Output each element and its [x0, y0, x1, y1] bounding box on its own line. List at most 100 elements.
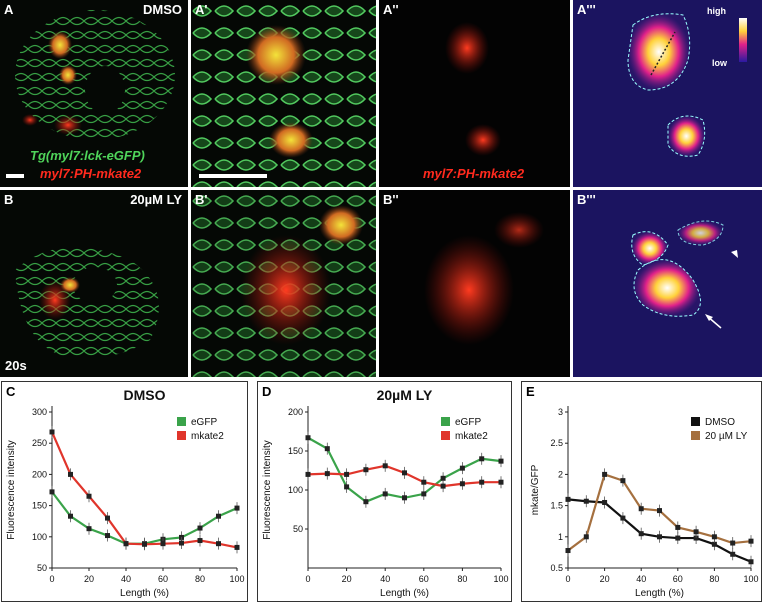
data-point	[440, 483, 446, 489]
panel-a: A DMSO Tg(myl7:lck-eGFP) myl7:PH-mkate2	[0, 0, 188, 187]
y-tick-label: 1	[558, 532, 563, 542]
panel-b-prime-image	[191, 190, 376, 377]
data-point	[216, 541, 221, 547]
data-point	[675, 524, 681, 530]
data-point	[620, 478, 626, 484]
data-point	[602, 471, 608, 477]
panel-b-image	[15, 247, 159, 358]
chart-c-box: DMSO 0 20 40 60 80 100 50 100 150 200 250 300 Length …	[1, 381, 248, 602]
data-point	[344, 471, 350, 477]
data-point	[620, 515, 626, 521]
x-tick-label: 100	[743, 574, 758, 584]
data-point	[68, 513, 73, 519]
x-axis-label: Length (%)	[120, 588, 169, 599]
panel-b-prime: B'	[191, 190, 376, 377]
y-tick-label: 150	[288, 446, 303, 456]
x-tick-label: 40	[636, 574, 646, 584]
panel-a-triple-prime: A''' high low	[573, 0, 762, 187]
y-tick-label: 200	[32, 469, 47, 479]
treatment-label: 20µM LY	[130, 192, 182, 207]
y-tick-label: 300	[32, 407, 47, 417]
chart-d: 20µM LY 0 20 40 60 80 100 50 100 150 200 Length (%)…	[262, 387, 509, 599]
data-point	[105, 515, 110, 521]
legend-label: mkate2	[455, 431, 488, 442]
data-point	[730, 540, 736, 546]
y-tick-label: 1.5	[550, 501, 563, 511]
data-point	[142, 541, 147, 547]
chart-d-box: 20µM LY 0 20 40 60 80 100 50 100 150 200 Length (%)…	[257, 381, 512, 602]
data-point	[730, 551, 736, 557]
legend-swatch	[691, 417, 700, 426]
data-point	[638, 506, 644, 512]
chart-e: 0 20 40 60 80 100 0.5 1 1.5 2 2.5 3 Length (%) mkate/…	[530, 406, 759, 599]
data-point	[602, 499, 608, 505]
legend-label: eGFP	[455, 417, 481, 428]
data-point	[305, 471, 311, 477]
data-point	[123, 541, 129, 547]
panel-label: B	[4, 192, 14, 207]
data-point	[565, 548, 571, 554]
y-tick-label: 200	[288, 407, 303, 417]
legend-swatch	[441, 417, 450, 426]
data-point	[234, 544, 240, 550]
x-tick-label: 0	[305, 574, 310, 584]
panel-label: A''	[383, 2, 399, 17]
y-tick-label: 100	[288, 485, 303, 495]
x-tick-label: 20	[84, 574, 94, 584]
panel-label-c: C	[6, 384, 16, 399]
x-tick-label: 60	[419, 574, 429, 584]
x-tick-label: 100	[493, 574, 508, 584]
data-point	[197, 525, 203, 531]
chart-e-box: 0 20 40 60 80 100 0.5 1 1.5 2 2.5 3 Length (%) mkate/…	[521, 381, 762, 602]
data-point	[657, 534, 662, 540]
panel-label-d: D	[262, 384, 272, 399]
panel-label: A	[4, 2, 14, 17]
panel-label: B''	[383, 192, 399, 207]
x-tick-label: 40	[121, 574, 131, 584]
data-point	[324, 471, 330, 477]
chart-title: DMSO	[124, 387, 166, 403]
data-point	[479, 479, 485, 485]
heat-colorbar	[739, 18, 747, 62]
x-axis-label: Length (%)	[380, 588, 429, 599]
data-point	[105, 533, 110, 539]
data-point	[160, 541, 166, 547]
heat-low-label: low	[712, 58, 727, 68]
caption-red: myl7:PH-mkate2	[423, 166, 525, 181]
caption-green: Tg(myl7:lck-eGFP)	[30, 148, 145, 163]
x-tick-label: 100	[229, 574, 244, 584]
y-axis-label: Fluorescence intensity	[262, 440, 273, 540]
data-point	[68, 471, 73, 477]
x-tick-label: 20	[600, 574, 610, 584]
y-tick-label: 250	[32, 438, 47, 448]
data-point	[440, 475, 446, 481]
data-point	[711, 541, 717, 547]
panel-b-double-prime: B''	[379, 190, 570, 377]
data-point	[86, 493, 92, 499]
data-point	[748, 559, 754, 565]
x-tick-label: 0	[565, 574, 570, 584]
arrowhead-icon	[731, 250, 738, 258]
legend-label: mkate2	[191, 431, 224, 442]
data-point	[305, 435, 311, 441]
x-tick-label: 80	[709, 574, 719, 584]
legend-label: DMSO	[705, 417, 735, 428]
data-point	[324, 446, 330, 452]
data-point	[498, 479, 504, 485]
panel-a-prime: A'	[191, 0, 376, 187]
y-tick-label: 150	[32, 501, 47, 511]
y-tick-label: 0.5	[550, 563, 563, 573]
data-point	[479, 456, 485, 462]
data-point	[459, 465, 465, 471]
data-point	[382, 463, 388, 469]
data-point	[711, 534, 717, 540]
data-point	[675, 535, 681, 541]
data-point	[86, 526, 92, 532]
data-point	[693, 535, 699, 541]
treatment-label: DMSO	[143, 2, 182, 17]
panel-a-double-prime: A'' myl7:PH-mkate2	[379, 0, 570, 187]
data-point	[421, 491, 427, 497]
data-point	[565, 496, 571, 502]
y-tick-label: 50	[37, 563, 47, 573]
panel-label-e: E	[526, 384, 535, 399]
